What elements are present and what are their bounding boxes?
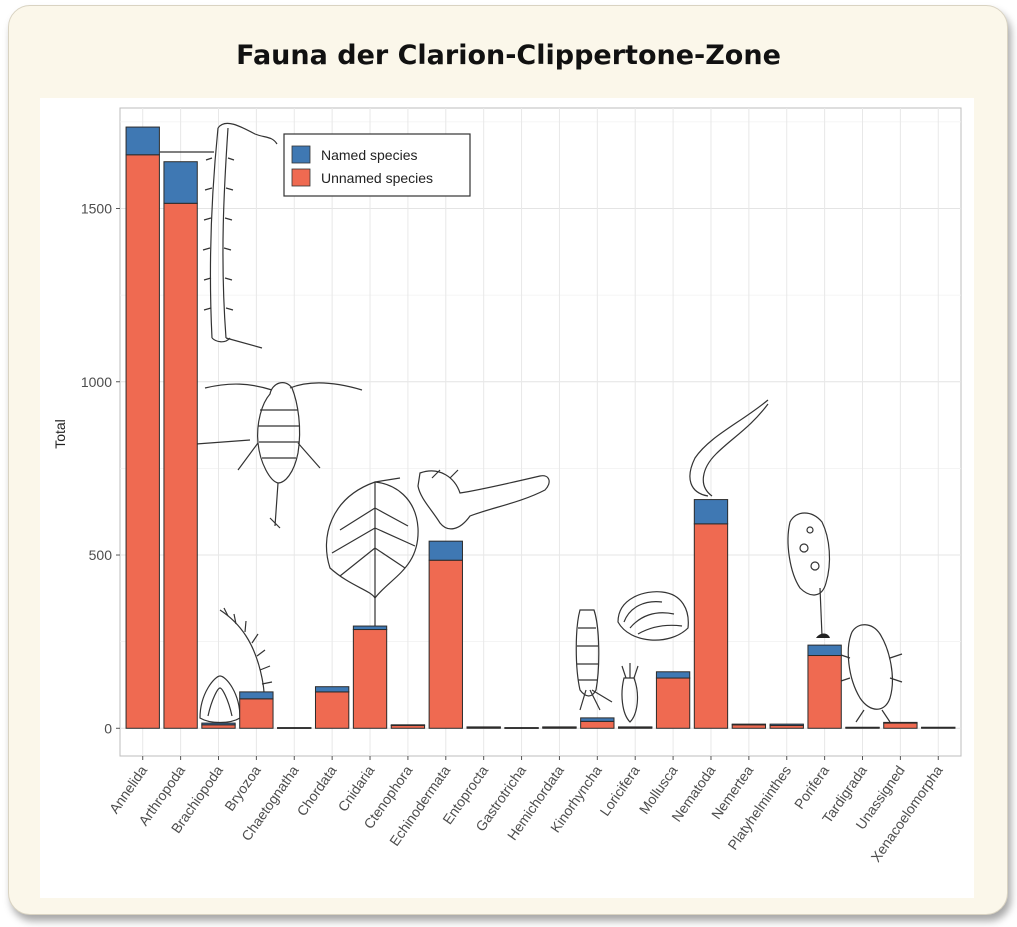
loricifer-illustration (621, 663, 639, 723)
bar-named-mollusca (655, 671, 691, 679)
echinoderm-illustration (417, 469, 550, 530)
x-tick-label-porifera: Porifera (791, 762, 832, 812)
bar-named-platyhelminthes (769, 723, 804, 727)
bar-named-hemichordata (542, 726, 577, 728)
bar-named-chordata (314, 686, 350, 693)
y-axis: 0 500 1000 1500 (81, 200, 120, 736)
slide-title: Fauna der Clarion-Clippertone-Zone (236, 40, 781, 71)
bar-named-loricifera (618, 726, 653, 728)
y-axis-title: Total (52, 419, 68, 449)
legend-swatch-unnamed (291, 168, 311, 187)
x-tick-label-xenacoelomorpha: Xenacoelomorpha (867, 762, 945, 864)
bar-named-annelida (125, 126, 160, 156)
bar-unnamed-bryozoa (239, 698, 274, 729)
bar-unnamed-nematoda (693, 523, 729, 729)
legend: Named species Unnamed species (283, 133, 471, 197)
x-axis: AnnelidaArthropodaBrachiopodaBryozoaChae… (106, 756, 946, 865)
legend-label-unnamed: Unnamed species (321, 170, 433, 186)
y-tick-label: 1500 (81, 200, 112, 216)
bar-unnamed-brachiopoda (201, 724, 236, 729)
bar-named-cnidaria (352, 625, 388, 631)
y-tick-label: 0 (104, 720, 112, 736)
tardigrade-illustration (837, 624, 903, 723)
chart-card: 0 500 1000 1500 Annelida Arthropoda Brachiopo… (40, 98, 974, 898)
bar-named-entoprocta (466, 726, 501, 728)
annelid-illustration (160, 122, 278, 349)
y-tick-label: 500 (89, 547, 113, 563)
legend-box (283, 133, 471, 197)
legend-swatch-named (291, 145, 311, 164)
bar-named-kinorhyncha (580, 717, 615, 722)
cnidarian-illustration (325, 477, 419, 628)
bar-named-brachiopoda (201, 722, 236, 726)
bar-named-tardigrada (845, 726, 880, 729)
bar-unnamed-chordata (314, 691, 350, 729)
bar-unnamed-cnidaria (352, 629, 388, 729)
specimen-illustrations (160, 122, 903, 724)
bar-named-chaetognatha (277, 727, 312, 729)
mollusc-illustration (617, 591, 689, 641)
bar-named-unassigned (883, 721, 918, 724)
bar-named-porifera (807, 644, 842, 657)
bar-named-gastrotricha (504, 727, 539, 729)
brachiopod-illustration (199, 675, 241, 724)
bar-unnamed-porifera (807, 655, 842, 729)
bar-unnamed-arthropoda (163, 202, 198, 729)
bar-marks (125, 126, 956, 729)
arthropod-illustration (195, 382, 363, 529)
bar-named-echinodermata (428, 540, 463, 561)
nematode-illustration (689, 399, 769, 497)
bar-named-xenacoelomorpha (921, 726, 956, 729)
bar-unnamed-kinorhyncha (580, 720, 615, 729)
bar-chart: 0 500 1000 1500 AnnelidaArthropodaBrachiopo… (52, 107, 962, 865)
legend-label-named: Named species (321, 147, 418, 163)
bar-unnamed-echinodermata (428, 559, 463, 729)
bar-named-nematoda (693, 499, 729, 525)
bar-named-arthropoda (163, 161, 198, 204)
bar-unnamed-unassigned (883, 722, 918, 729)
sponge-illustration (787, 512, 831, 638)
bar-named-ctenophora (390, 724, 426, 727)
bar-unnamed-mollusca (655, 677, 691, 729)
bar-unnamed-annelida (125, 154, 160, 729)
kinorhynch-illustration (575, 609, 613, 711)
bar-named-bryozoa (239, 691, 274, 700)
bar-unnamed-nemertea (731, 724, 767, 729)
y-tick-label: 1000 (81, 374, 112, 390)
bar-named-nemertea (731, 723, 767, 726)
